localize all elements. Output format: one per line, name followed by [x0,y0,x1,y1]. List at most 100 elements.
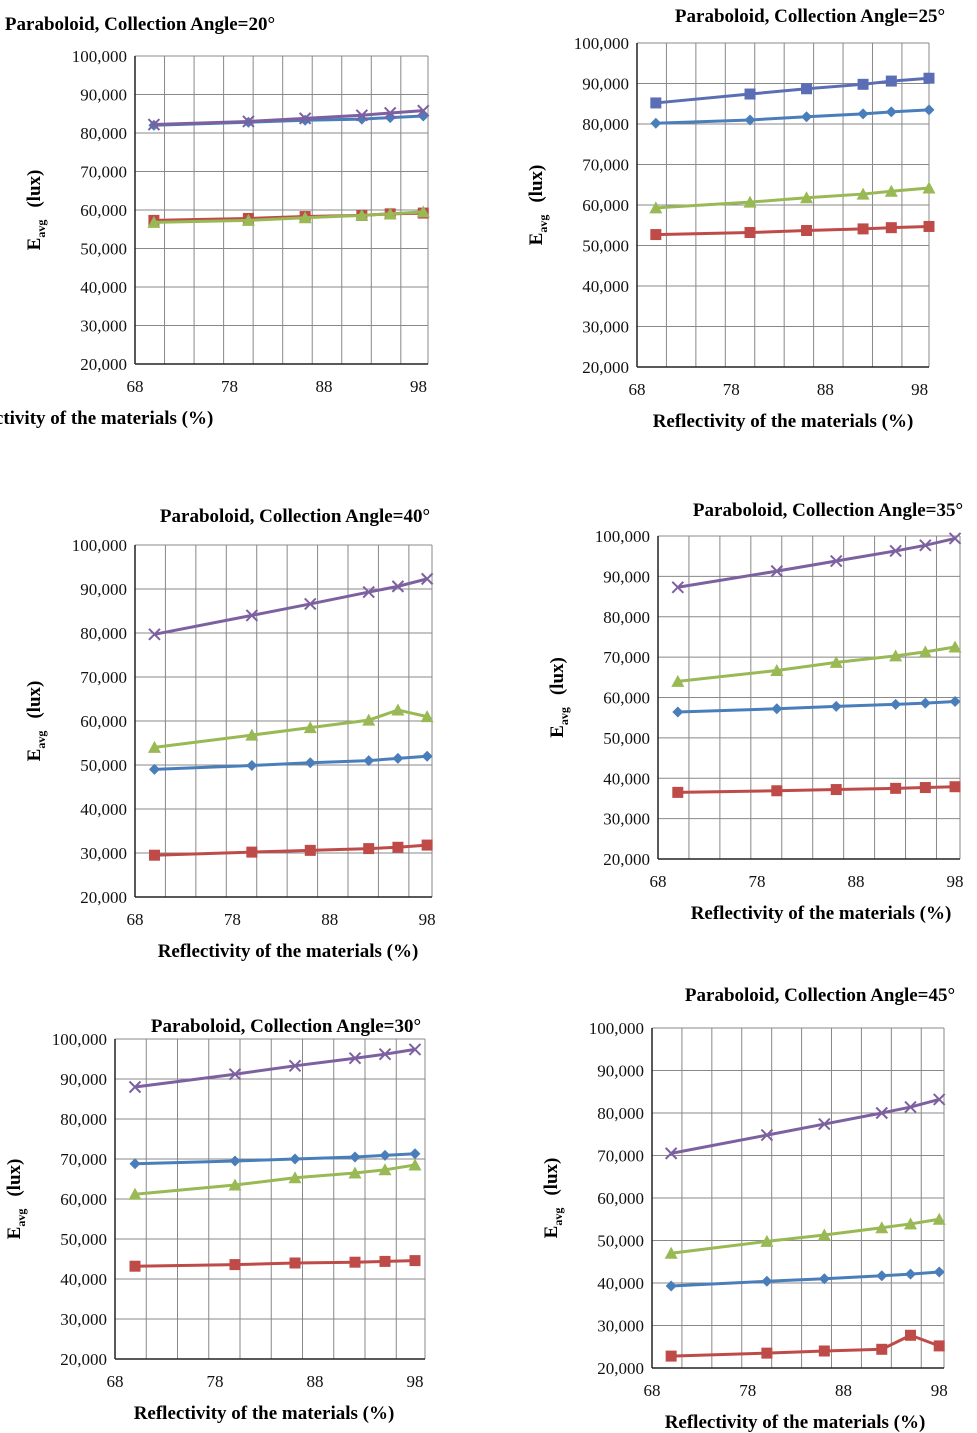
series-line [655,224,930,237]
data-point [128,1187,142,1200]
data-point [355,109,369,122]
data-point [417,104,430,117]
series-line [134,1163,416,1196]
data-point [288,1171,302,1184]
y-tick-label: 70,000 [80,163,127,182]
x-tick-label: 68 [107,1372,124,1391]
y-tick-label: 30,000 [582,318,629,337]
x-tick-label: 88 [321,910,338,929]
data-point [771,703,783,715]
x-tick-label: 98 [407,1372,424,1391]
data-point [761,1347,773,1359]
data-point [664,1246,678,1259]
series-4 [128,1043,422,1094]
x-axis-label: Reflectivity of the materials (%) [134,1403,395,1424]
y-tick-label: 80,000 [582,115,629,134]
data-point [304,844,316,856]
x-axis-label: Reflectivity of the materials (%) [653,411,914,432]
series-line [677,536,956,589]
data-point [818,1273,830,1285]
chart-title: Paraboloid, Collection Angle=35° [693,500,963,521]
data-point [363,843,375,855]
data-point [392,752,404,764]
data-point [875,1221,889,1234]
series-4 [671,532,962,594]
data-point [129,1260,141,1272]
y-axis-label: Eavg(lux) [24,681,48,762]
data-point [743,195,757,208]
data-point [303,721,317,734]
y-tick-label: 30,000 [60,1310,107,1329]
y-tick-label: 30,000 [603,810,650,829]
data-point [664,1147,678,1160]
data-point [889,649,903,662]
y-tick-label: 100,000 [72,47,127,66]
data-point [876,1270,888,1282]
x-axis-label: Reflectivity of the materials (%) [665,1412,926,1433]
data-point [949,781,961,793]
data-point [818,1117,831,1131]
data-point [671,674,685,687]
y-axis-label: Eavg(lux) [541,1158,565,1239]
series-line [655,186,930,210]
data-point [672,706,684,718]
series-2 [148,839,433,861]
data-point [770,663,784,676]
series-4 [664,1093,946,1160]
y-tick-label: 90,000 [597,1062,644,1081]
y-tick-label: 50,000 [597,1232,644,1251]
y-tick-label: 40,000 [603,769,650,788]
data-point [147,215,161,228]
x-tick-label: 78 [739,1381,756,1400]
y-tick-label: 20,000 [80,355,127,374]
data-point [378,1047,392,1061]
data-point [298,211,312,224]
data-point [245,609,259,622]
x-tick-label: 98 [410,377,427,396]
data-point [671,581,685,594]
series-line [655,108,930,125]
data-point [242,115,255,128]
x-axis-label: Reflectivity of the materials (%) [0,408,213,429]
data-point [672,786,684,798]
y-tick-label: 100,000 [595,527,650,546]
y-axis-label: Eavg(lux) [4,1159,28,1240]
series-3 [671,640,962,687]
data-point [923,72,935,84]
x-tick-label: 88 [316,377,333,396]
y-tick-label: 20,000 [582,358,629,377]
data-point [288,1059,302,1073]
data-point [349,1256,361,1268]
y-tick-label: 60,000 [80,712,127,731]
data-point [147,740,161,753]
series-1 [650,104,935,129]
data-point [348,1051,362,1065]
data-point [409,1148,421,1160]
series-4 [650,72,935,109]
y-tick-label: 60,000 [597,1189,644,1208]
data-point [933,1340,945,1352]
data-point [890,782,902,794]
data-point [379,1149,391,1161]
y-tick-label: 50,000 [80,240,127,259]
series-line [153,109,424,127]
data-point [918,645,932,658]
x-tick-label: 78 [221,377,238,396]
x-tick-label: 78 [224,910,241,929]
data-point [228,1067,242,1081]
y-tick-label: 40,000 [597,1274,644,1293]
series-line [154,708,428,749]
data-point [760,1234,774,1247]
data-point [391,580,405,593]
data-point [770,564,784,578]
data-point [919,697,931,709]
data-point [355,208,369,221]
data-point [919,539,932,552]
y-axis-label: Eavg(lux) [24,170,48,251]
y-tick-label: 40,000 [60,1270,107,1289]
y-tick-label: 100,000 [589,1019,644,1038]
